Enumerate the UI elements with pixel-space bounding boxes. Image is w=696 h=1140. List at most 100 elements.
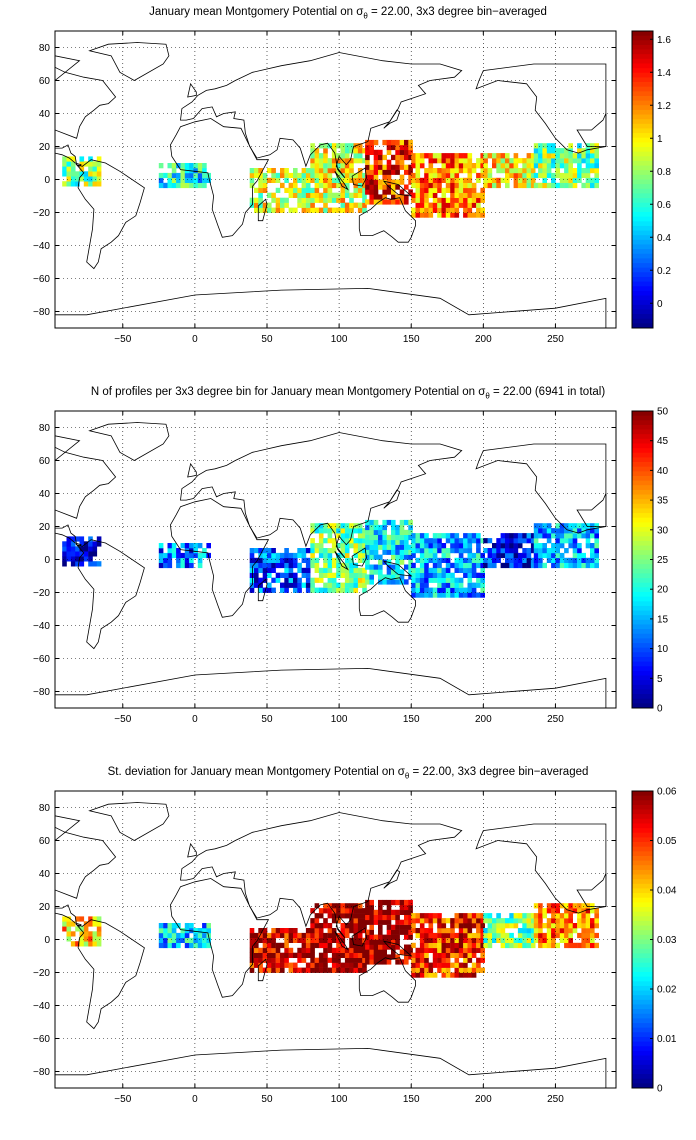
- data-cell: [349, 908, 354, 914]
- data-cell: [336, 967, 341, 973]
- data-cell: [437, 197, 442, 203]
- data-cell: [437, 153, 442, 159]
- x-tick-label: 250: [547, 714, 564, 725]
- data-cell: [559, 182, 565, 189]
- data-cell: [327, 582, 333, 588]
- data-cell: [395, 529, 400, 535]
- data-cell: [314, 523, 320, 529]
- data-cell: [559, 903, 565, 909]
- data-cell: [445, 932, 451, 939]
- data-cell: [323, 168, 328, 174]
- data-cell: [305, 952, 311, 958]
- data-cell: [386, 899, 392, 906]
- data-cell: [369, 534, 374, 541]
- data-cell: [590, 908, 595, 914]
- data-cell: [189, 543, 194, 549]
- colorbar-segment: [632, 174, 653, 180]
- data-cell: [323, 158, 328, 164]
- data-cell: [340, 177, 346, 183]
- data-cell: [428, 182, 434, 189]
- data-cell: [500, 548, 506, 554]
- data-cell: [262, 552, 268, 559]
- coastline: [55, 826, 117, 899]
- data-cell: [202, 928, 207, 934]
- panel-title: January mean Montgomery Potential on σθ …: [149, 6, 547, 21]
- data-cell: [437, 947, 442, 953]
- data-cell: [288, 182, 294, 189]
- data-cell: [271, 942, 276, 949]
- colorbar-tick-label: 0.02: [657, 985, 677, 996]
- data-cell: [441, 187, 447, 193]
- data-cell: [454, 577, 460, 583]
- data-cell: [463, 153, 468, 159]
- data-cell: [395, 549, 400, 555]
- data-cell: [365, 959, 370, 965]
- data-cell: [386, 189, 392, 195]
- data-cell: [542, 548, 547, 554]
- data-cell: [386, 929, 392, 935]
- y-tick-label: 0: [44, 935, 50, 946]
- data-cell: [386, 139, 392, 146]
- data-cell: [271, 577, 276, 583]
- data-cell: [487, 177, 493, 183]
- data-cell: [293, 562, 298, 569]
- data-cell: [445, 548, 451, 554]
- data-cell: [331, 562, 337, 569]
- data-cell: [349, 587, 354, 593]
- data-cell: [542, 528, 547, 534]
- data-cell: [365, 184, 370, 190]
- data-cell: [176, 932, 181, 939]
- data-cell: [467, 923, 473, 929]
- data-cell: [546, 552, 552, 559]
- data-cell: [480, 942, 485, 949]
- x-tick-label: 200: [475, 714, 492, 725]
- data-cell: [585, 942, 591, 949]
- data-cell: [75, 171, 80, 177]
- data-cell: [314, 918, 320, 924]
- data-cell: [189, 163, 194, 169]
- data-cell: [88, 936, 93, 942]
- coastline: [75, 919, 145, 1030]
- data-cell: [454, 587, 460, 593]
- data-cell: [463, 187, 468, 193]
- data-cell: [480, 937, 485, 943]
- data-cell: [415, 543, 421, 549]
- data-cell: [590, 903, 595, 909]
- data-cell: [369, 574, 374, 580]
- colorbar-segment: [632, 879, 653, 885]
- data-cell: [318, 548, 324, 554]
- data-cell: [454, 557, 460, 563]
- data-cell: [373, 954, 379, 960]
- colorbar-segment: [632, 1074, 653, 1080]
- data-cell: [267, 202, 272, 208]
- data-cell: [344, 538, 350, 544]
- data-cell: [331, 913, 337, 919]
- data-cell: [415, 172, 421, 179]
- data-cell: [171, 543, 177, 549]
- data-cell: [176, 163, 181, 169]
- colorbar-segment: [632, 100, 653, 106]
- data-cell: [432, 557, 438, 563]
- data-cell: [581, 913, 586, 919]
- data-cell: [336, 543, 341, 549]
- data-cell: [262, 207, 268, 213]
- data-cell: [432, 592, 438, 598]
- data-cell: [471, 967, 477, 973]
- data-cell: [546, 937, 552, 943]
- data-cell: [404, 919, 409, 925]
- data-cell: [271, 548, 276, 554]
- x-tick-label: 250: [547, 1094, 564, 1105]
- data-cell: [454, 923, 460, 929]
- coastline: [55, 144, 82, 167]
- data-cell: [171, 182, 177, 189]
- data-cell: [365, 949, 370, 955]
- data-cell: [551, 918, 556, 924]
- data-cell: [419, 918, 425, 924]
- data-cell: [267, 932, 272, 939]
- data-cell: [83, 556, 89, 562]
- data-cell: [585, 533, 591, 539]
- data-cell: [327, 168, 333, 174]
- data-cell: [318, 538, 324, 544]
- data-cell: [92, 161, 98, 167]
- data-cell: [280, 172, 285, 179]
